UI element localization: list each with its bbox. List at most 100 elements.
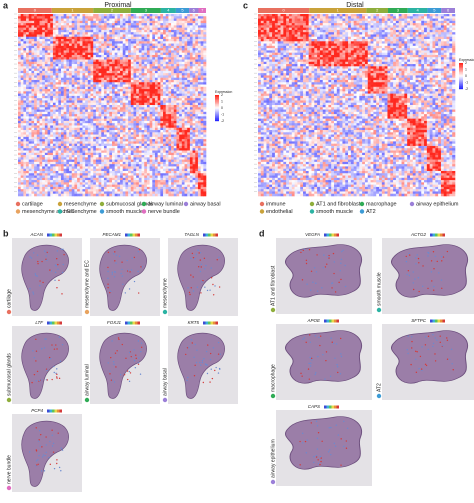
heatmap-cell [69,152,73,156]
heatmap-cell [179,79,183,83]
heatmap-cell [52,82,56,85]
heatmap-cell [58,66,62,69]
heatmap-cell [165,48,169,51]
heatmap-cell [103,93,107,97]
heatmap-cell [98,36,102,40]
heatmap-cell [95,61,99,65]
heatmap-cell [117,68,121,72]
heatmap-cell [34,125,38,129]
heatmap-cell [173,105,177,108]
heatmap-cell [179,164,183,167]
heatmap-cell [36,79,40,83]
heatmap-cell [18,100,21,104]
heatmap-cell [203,141,207,144]
heatmap-cell [144,27,148,31]
heatmap-cell [44,93,48,97]
heatmap-cell [184,29,188,33]
heatmap-cell [95,136,99,140]
heatmap-cell [39,157,43,160]
heatmap-cell [168,27,172,31]
heatmap-cell [82,57,86,60]
heatmap-cell [133,75,137,78]
heatmap-cell [157,139,161,142]
heatmap-cell [50,70,54,74]
heatmap-cell [130,102,134,106]
heatmap-cell [176,102,180,106]
heatmap-cell [106,114,110,117]
heatmap-cell [149,43,153,47]
heatmap-cell [112,61,115,65]
heatmap-cell [149,75,153,78]
heatmap-cell [69,73,73,76]
heatmap-cell [50,52,54,56]
heatmap-cell [128,150,132,154]
heatmap-cell [154,123,158,126]
heatmap-cell [36,127,40,131]
heatmap-cell [176,148,180,151]
heatmap-cell [144,77,148,81]
heatmap-cell [39,84,43,88]
heatmap-cell [90,66,94,69]
heatmap-cell [79,23,83,26]
heatmap-cell [122,132,126,135]
heatmap-cell [189,114,193,117]
heatmap-cell [106,150,110,154]
heatmap-cell [23,116,27,119]
heatmap-cell [192,98,196,101]
heatmap-cell [189,14,193,17]
heatmap-cell [120,34,124,38]
heatmap-cell [71,157,75,160]
heatmap-cell [63,48,67,51]
heatmap-cell [192,14,196,17]
heatmap-cell [130,125,134,129]
heatmap-cell [136,59,140,63]
heatmap-cell [39,105,43,108]
heatmap-cell [39,70,43,74]
heatmap-cell [173,127,177,131]
heatmap-cell [133,93,137,97]
heatmap-cell [34,50,38,53]
heatmap-cell [149,155,153,158]
heatmap-cell [39,166,43,169]
heatmap-cell [52,116,56,119]
heatmap-cell [20,105,24,108]
heatmap-cell [60,143,64,147]
heatmap-cell [74,39,78,42]
heatmap-cell [63,109,67,113]
heatmap-cell [28,136,32,140]
heatmap-cell [203,36,207,40]
heatmap-cell [79,50,83,53]
heatmap-cell [20,139,24,142]
heatmap-cell [109,70,113,74]
heatmap-cell [42,139,46,142]
heatmap-cell [77,36,81,40]
heatmap-cell [195,157,199,160]
heatmap-cell [197,86,201,90]
heatmap-cell [163,50,167,53]
heatmap-cell [189,155,193,158]
heatmap-cell [160,34,164,38]
heatmap-cell [106,29,110,33]
heatmap-cell [173,145,177,149]
heatmap-cell [133,116,137,119]
heatmap-cell [58,170,62,174]
heatmap-cell [28,109,32,113]
heatmap-cell [189,84,193,88]
heatmap-cell [58,36,62,40]
heatmap-cell [165,152,169,156]
heatmap-cell [157,102,161,106]
heatmap-cell [195,70,199,74]
heatmap-cell [18,139,21,142]
heatmap-cell [66,170,70,174]
heatmap-cell [122,114,126,117]
heatmap-cell [60,123,64,126]
heatmap-cell [26,152,30,156]
heatmap-cell [58,125,62,129]
heatmap-cell [112,159,115,163]
heatmap-cell [138,23,142,26]
heatmap-cell [42,150,46,154]
heatmap-cell [144,29,148,33]
heatmap-cell [58,70,62,74]
heatmap-cell [154,102,158,106]
heatmap-cell [95,161,99,165]
